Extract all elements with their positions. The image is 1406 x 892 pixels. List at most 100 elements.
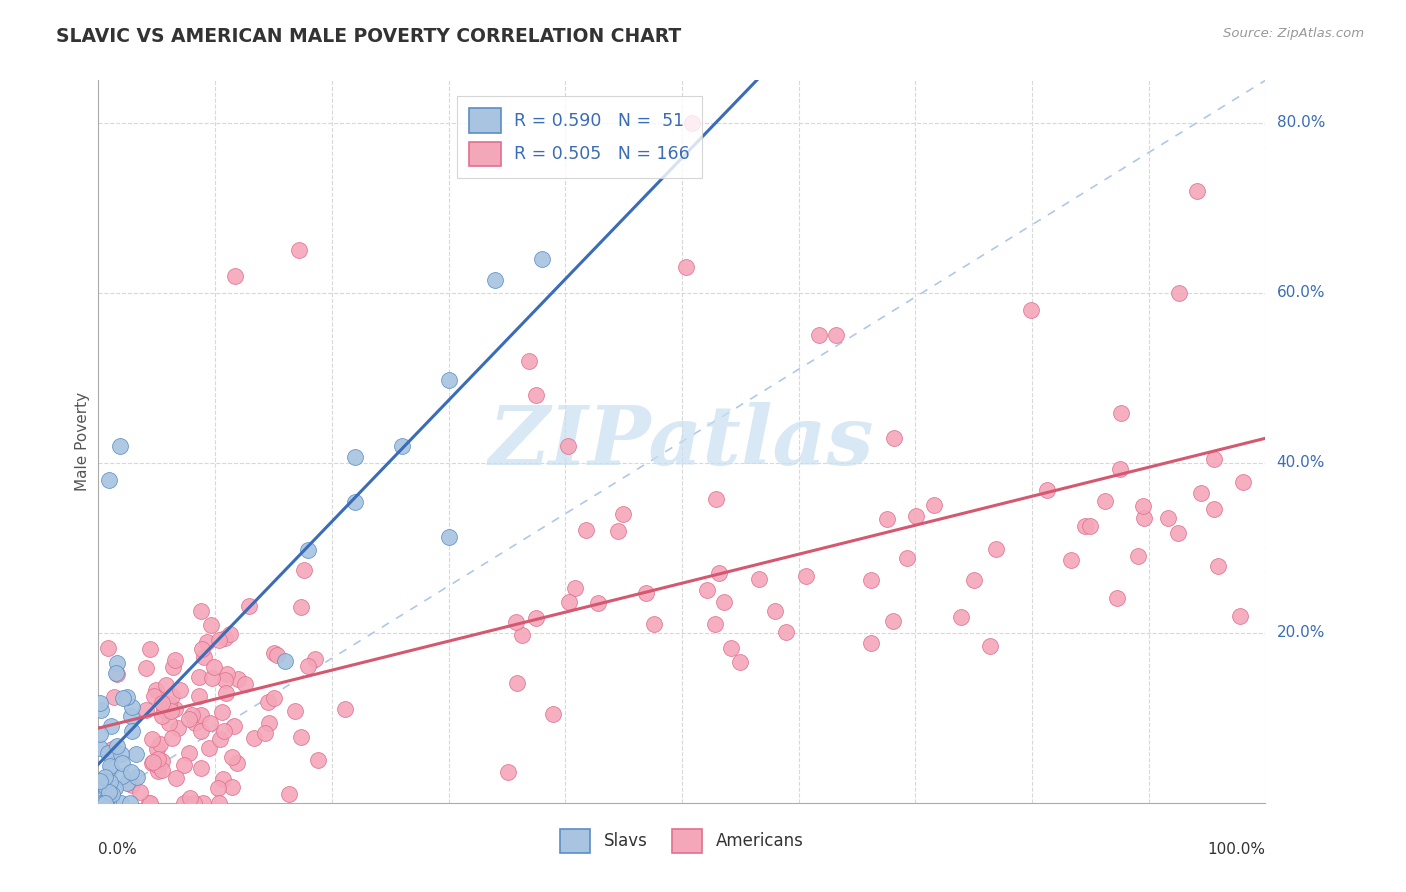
Point — [91, 777, 114, 791]
Point — [257, 716, 280, 731]
Point — [696, 582, 718, 597]
Point — [190, 604, 212, 618]
Point — [167, 721, 190, 735]
Point — [89, 740, 111, 755]
Point — [150, 754, 173, 768]
Point — [94, 796, 117, 810]
Point — [141, 732, 163, 747]
Point — [1060, 553, 1083, 567]
Point — [135, 703, 157, 717]
Point — [89, 774, 111, 789]
Point — [184, 715, 207, 730]
Point — [224, 268, 246, 283]
Point — [157, 715, 180, 730]
Point — [214, 673, 236, 688]
Point — [120, 709, 142, 723]
Point — [505, 615, 527, 629]
Point — [146, 757, 169, 772]
Point — [135, 661, 157, 675]
Point — [187, 690, 209, 704]
Point — [152, 703, 174, 717]
Point — [922, 498, 945, 512]
Point — [728, 655, 751, 669]
Point — [226, 756, 249, 771]
Point — [190, 708, 212, 723]
Point — [177, 712, 200, 726]
Point — [1074, 518, 1097, 533]
Point — [110, 796, 132, 810]
Text: 60.0%: 60.0% — [1277, 285, 1324, 301]
Point — [274, 654, 297, 668]
Point — [344, 450, 367, 464]
Point — [91, 796, 114, 810]
Point — [208, 633, 231, 648]
Point — [89, 696, 111, 710]
Point — [290, 599, 312, 614]
Point — [214, 631, 236, 645]
Point — [98, 473, 121, 487]
Point — [142, 756, 165, 770]
Point — [266, 648, 288, 662]
Point — [1206, 558, 1229, 573]
Point — [104, 781, 127, 796]
Point — [97, 746, 120, 760]
Text: Source: ZipAtlas.com: Source: ZipAtlas.com — [1223, 27, 1364, 40]
Point — [105, 739, 128, 753]
Point — [1167, 525, 1189, 540]
Point — [703, 617, 725, 632]
Point — [1132, 499, 1154, 513]
Point — [173, 758, 195, 772]
Point — [1126, 549, 1149, 564]
Point — [183, 796, 205, 810]
Point — [1156, 510, 1178, 524]
Point — [190, 724, 212, 739]
Point — [226, 673, 249, 687]
Point — [207, 780, 229, 795]
Point — [1185, 184, 1208, 198]
Point — [1232, 475, 1254, 490]
Point — [876, 512, 898, 526]
Point — [208, 796, 231, 810]
Point — [763, 604, 786, 618]
Text: 100.0%: 100.0% — [1208, 842, 1265, 856]
Point — [796, 568, 818, 582]
Point — [1229, 608, 1251, 623]
Point — [297, 658, 319, 673]
Point — [634, 586, 657, 600]
Point — [128, 784, 150, 798]
Point — [333, 701, 356, 715]
Point — [197, 741, 219, 756]
Point — [238, 599, 260, 614]
Point — [304, 651, 326, 665]
Point — [704, 492, 727, 507]
Point — [100, 788, 122, 802]
Point — [263, 646, 285, 660]
Point — [165, 771, 187, 785]
Point — [222, 719, 245, 733]
Point — [543, 706, 565, 721]
Point — [201, 671, 224, 685]
Point — [221, 749, 243, 764]
Point — [150, 709, 173, 723]
Point — [1108, 461, 1130, 475]
Point — [284, 705, 307, 719]
Point — [748, 572, 770, 586]
Point — [506, 676, 529, 690]
Point — [121, 778, 143, 792]
Point — [139, 641, 162, 656]
Point — [510, 628, 533, 642]
Point — [643, 617, 665, 632]
Point — [215, 686, 238, 700]
Point — [162, 659, 184, 673]
Point — [681, 116, 703, 130]
Point — [105, 667, 128, 681]
Point — [221, 780, 243, 795]
Point — [169, 683, 191, 698]
Point — [896, 551, 918, 566]
Point — [1078, 518, 1101, 533]
Point — [713, 595, 735, 609]
Point — [162, 690, 184, 704]
Point — [100, 761, 122, 775]
Point — [177, 746, 200, 760]
Point — [103, 690, 125, 704]
